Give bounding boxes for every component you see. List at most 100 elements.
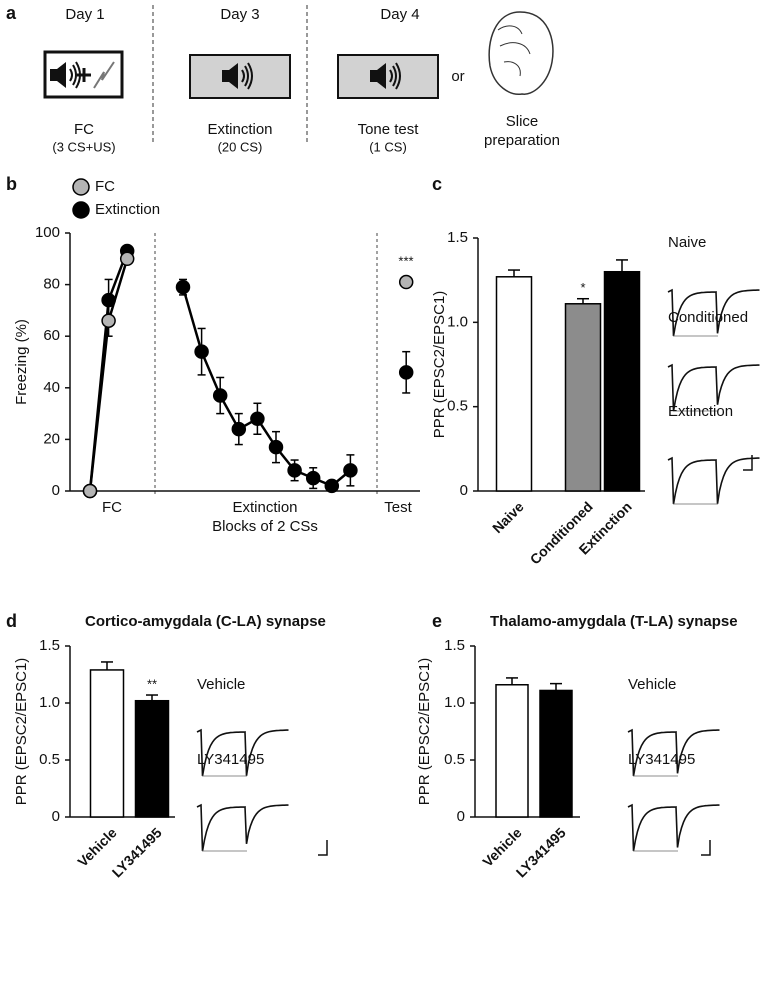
legend-marker — [72, 201, 90, 219]
y-tick-label: 0.5 — [39, 751, 60, 768]
data-point — [101, 313, 116, 328]
data-point — [343, 463, 358, 478]
legend-label: FC — [95, 178, 115, 195]
phase-label: Extinction — [232, 499, 297, 516]
panel-letter: b — [6, 174, 17, 194]
bar — [564, 303, 602, 492]
step-detail: (1 CS) — [369, 139, 407, 154]
significance: *** — [398, 253, 413, 268]
epsc-trace — [627, 728, 720, 777]
y-tick-label: 0 — [52, 482, 60, 499]
panel-letter: d — [6, 611, 17, 631]
y-axis-label: Freezing (%) — [13, 319, 30, 405]
y-axis-label: PPR (EPSC2/EPSC1) — [416, 658, 433, 806]
data-point — [194, 344, 209, 359]
epsc-trace — [667, 288, 760, 337]
trace-label: Conditioned — [668, 309, 748, 326]
epsc-trace — [627, 803, 720, 852]
y-tick-label: 60 — [43, 327, 60, 344]
day-label: Day 1 — [65, 6, 104, 23]
data-point — [231, 421, 247, 437]
trace-label: Naive — [668, 234, 706, 251]
epsc-trace — [667, 363, 760, 412]
scale-bar — [318, 840, 328, 856]
data-point — [398, 274, 414, 290]
x-tick-label: Vehicle — [74, 824, 120, 870]
bar — [495, 684, 529, 818]
bar — [495, 276, 533, 492]
legend-marker — [72, 178, 90, 196]
x-tick-label: LY341495 — [109, 824, 165, 880]
bar — [539, 689, 573, 818]
data-point — [175, 279, 191, 295]
y-tick-label: 80 — [43, 276, 60, 293]
x-tick-label: Naive — [489, 498, 527, 536]
y-tick-label: 0 — [457, 808, 465, 825]
step-label: Tone test — [358, 121, 420, 138]
data-point — [398, 365, 414, 380]
panel-letter: e — [432, 611, 442, 631]
fc-box — [43, 50, 124, 99]
significance: ** — [147, 676, 157, 691]
day-label: Day 3 — [220, 6, 259, 23]
or-label: or — [451, 68, 464, 85]
x-axis-label: Blocks of 2 CSs — [212, 518, 318, 535]
y-tick-label: 100 — [35, 224, 60, 241]
series-line — [90, 251, 406, 491]
trace-label: Vehicle — [197, 676, 245, 693]
epsc-trace — [196, 803, 289, 852]
data-point — [324, 478, 340, 494]
data-point — [305, 470, 321, 486]
y-tick-label: 20 — [43, 430, 60, 447]
y-tick-label: 1.0 — [444, 694, 465, 711]
day-label: Day 4 — [380, 6, 419, 23]
extinction-box — [189, 54, 291, 99]
panel-letter: c — [432, 174, 442, 194]
y-tick-label: 1.5 — [444, 637, 465, 654]
data-point — [119, 251, 135, 267]
phase-label: FC — [102, 499, 122, 516]
panel-title: Cortico-amygdala (C-LA) synapse — [85, 613, 326, 630]
step-label: FC — [74, 121, 94, 138]
y-tick-label: 1.0 — [447, 313, 468, 330]
trace-label: LY341495 — [197, 751, 264, 768]
series-line — [90, 259, 406, 491]
bar — [89, 669, 125, 818]
y-axis-label: PPR (EPSC2/EPSC1) — [431, 291, 448, 439]
data-point — [212, 388, 228, 403]
phase-label: Test — [384, 499, 412, 516]
step-detail: (20 CS) — [218, 139, 263, 154]
data-point — [268, 439, 284, 455]
trace-label: LY341495 — [628, 751, 695, 768]
y-tick-label: 40 — [43, 379, 60, 396]
step-detail: (3 CS+US) — [52, 139, 115, 154]
y-tick-label: 1.5 — [447, 229, 468, 246]
significance: * — [580, 280, 585, 295]
scale-bar — [701, 840, 711, 856]
epsc-trace — [667, 456, 760, 505]
panel-letter: a — [6, 3, 17, 23]
data-point — [250, 411, 265, 427]
trace-label: Extinction — [668, 403, 733, 420]
panel-title: Thalamo-amygdala (T-LA) synapse — [490, 613, 738, 630]
step-label: Extinction — [207, 121, 272, 138]
y-tick-label: 1.5 — [39, 637, 60, 654]
legend-label: Extinction — [95, 201, 160, 218]
brain-slice-icon — [488, 11, 554, 95]
y-tick-label: 0 — [460, 482, 468, 499]
data-point — [287, 463, 302, 478]
y-tick-label: 0.5 — [444, 751, 465, 768]
bar — [603, 270, 641, 492]
scale-bar — [743, 455, 753, 471]
y-tick-label: 1.0 — [39, 694, 60, 711]
slice-label: Slice preparation — [484, 113, 560, 149]
y-axis-label: PPR (EPSC2/EPSC1) — [13, 658, 30, 806]
y-tick-label: 0.5 — [447, 398, 468, 415]
y-tick-label: 0 — [52, 808, 60, 825]
trace-label: Vehicle — [628, 676, 676, 693]
epsc-trace — [196, 728, 289, 777]
tone-box — [337, 54, 439, 99]
data-point — [82, 483, 98, 499]
